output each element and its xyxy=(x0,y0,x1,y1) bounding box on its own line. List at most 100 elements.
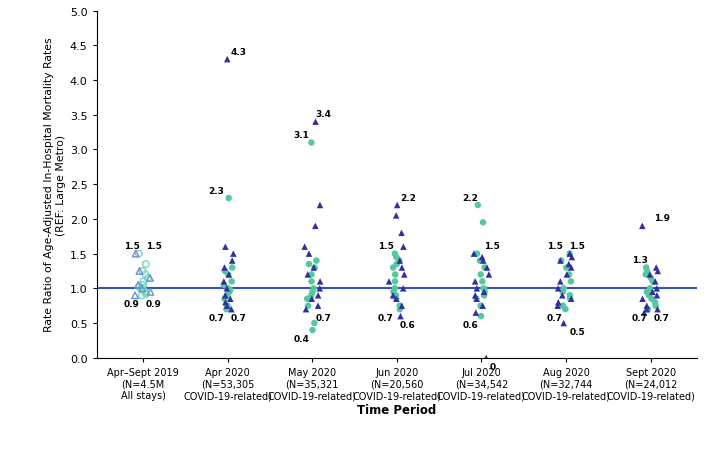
Point xyxy=(142,274,154,282)
Point xyxy=(557,302,568,310)
Text: 4.3: 4.3 xyxy=(231,48,247,56)
Point xyxy=(556,257,567,265)
Point xyxy=(221,306,232,313)
Point xyxy=(398,243,409,251)
Point xyxy=(390,292,402,299)
Point xyxy=(468,250,480,257)
Point xyxy=(553,285,564,292)
Point xyxy=(641,264,652,272)
Point xyxy=(388,264,399,272)
Point xyxy=(470,278,481,285)
Point xyxy=(644,292,655,299)
Point xyxy=(220,243,231,251)
Text: 3.4: 3.4 xyxy=(315,110,331,119)
Point xyxy=(226,306,237,313)
Point xyxy=(390,296,402,303)
Point xyxy=(641,289,653,296)
Point xyxy=(222,271,234,279)
Point xyxy=(310,223,321,230)
Point xyxy=(637,296,649,303)
Point xyxy=(561,264,572,272)
Point xyxy=(314,285,325,292)
Point xyxy=(134,268,145,275)
Y-axis label: Rate Ratio of Age-Adjusted In-Hospital Mortality Rates
(REF: Large Metro): Rate Ratio of Age-Adjusted In-Hospital M… xyxy=(44,38,66,332)
Point xyxy=(478,285,490,292)
Point xyxy=(390,254,402,261)
Point xyxy=(220,292,231,299)
Point xyxy=(314,202,325,209)
Point xyxy=(478,292,490,299)
Point xyxy=(135,285,147,292)
Point xyxy=(477,278,488,285)
Point xyxy=(396,264,408,272)
X-axis label: Time Period: Time Period xyxy=(358,403,436,416)
Text: 0.7: 0.7 xyxy=(315,313,331,323)
Point xyxy=(393,257,405,265)
Point xyxy=(227,257,238,265)
Point xyxy=(644,271,656,279)
Point xyxy=(481,264,493,272)
Point xyxy=(641,302,653,310)
Point xyxy=(306,271,317,279)
Point xyxy=(651,285,663,292)
Point xyxy=(391,261,403,268)
Point xyxy=(470,309,481,317)
Text: 0: 0 xyxy=(489,362,495,371)
Point xyxy=(641,268,653,275)
Point xyxy=(225,286,236,294)
Point xyxy=(566,296,577,303)
Point xyxy=(475,313,487,320)
Point xyxy=(310,257,322,265)
Text: 1.5: 1.5 xyxy=(146,241,162,251)
Text: 2.3: 2.3 xyxy=(209,186,225,195)
Point xyxy=(479,289,490,296)
Point xyxy=(129,292,141,299)
Point xyxy=(218,278,230,285)
Text: 1.5: 1.5 xyxy=(485,241,500,251)
Text: 0.7: 0.7 xyxy=(654,313,669,323)
Text: 1.5: 1.5 xyxy=(378,241,394,251)
Point xyxy=(227,264,238,272)
Point xyxy=(560,306,571,313)
Point xyxy=(218,281,230,289)
Point xyxy=(651,292,663,299)
Point xyxy=(305,140,317,147)
Point xyxy=(389,250,400,257)
Point xyxy=(303,250,315,257)
Text: 1.5: 1.5 xyxy=(569,241,585,251)
Point xyxy=(220,268,231,275)
Point xyxy=(222,292,233,299)
Point xyxy=(561,271,573,279)
Point xyxy=(222,302,233,310)
Point xyxy=(140,291,152,298)
Point xyxy=(478,219,489,227)
Point xyxy=(315,278,326,285)
Point xyxy=(306,278,317,285)
Point xyxy=(137,268,148,275)
Point xyxy=(555,278,566,285)
Point xyxy=(392,202,403,209)
Point xyxy=(307,289,318,296)
Point xyxy=(471,250,483,257)
Point xyxy=(388,289,399,296)
Text: 2.2: 2.2 xyxy=(463,193,478,202)
Point xyxy=(649,278,661,285)
Point xyxy=(310,119,321,126)
Point xyxy=(130,250,142,257)
Point xyxy=(308,285,320,292)
Text: 3.1: 3.1 xyxy=(293,131,309,140)
Point xyxy=(390,212,402,219)
Point xyxy=(303,261,315,268)
Point xyxy=(307,327,318,334)
Point xyxy=(219,264,230,272)
Point xyxy=(651,264,662,272)
Point xyxy=(227,250,239,257)
Text: 0.6: 0.6 xyxy=(400,320,415,330)
Point xyxy=(302,302,314,310)
Point xyxy=(226,278,237,285)
Point xyxy=(652,268,664,275)
Point xyxy=(563,261,575,268)
Point xyxy=(564,296,576,303)
Point xyxy=(638,309,650,317)
Point xyxy=(139,289,151,296)
